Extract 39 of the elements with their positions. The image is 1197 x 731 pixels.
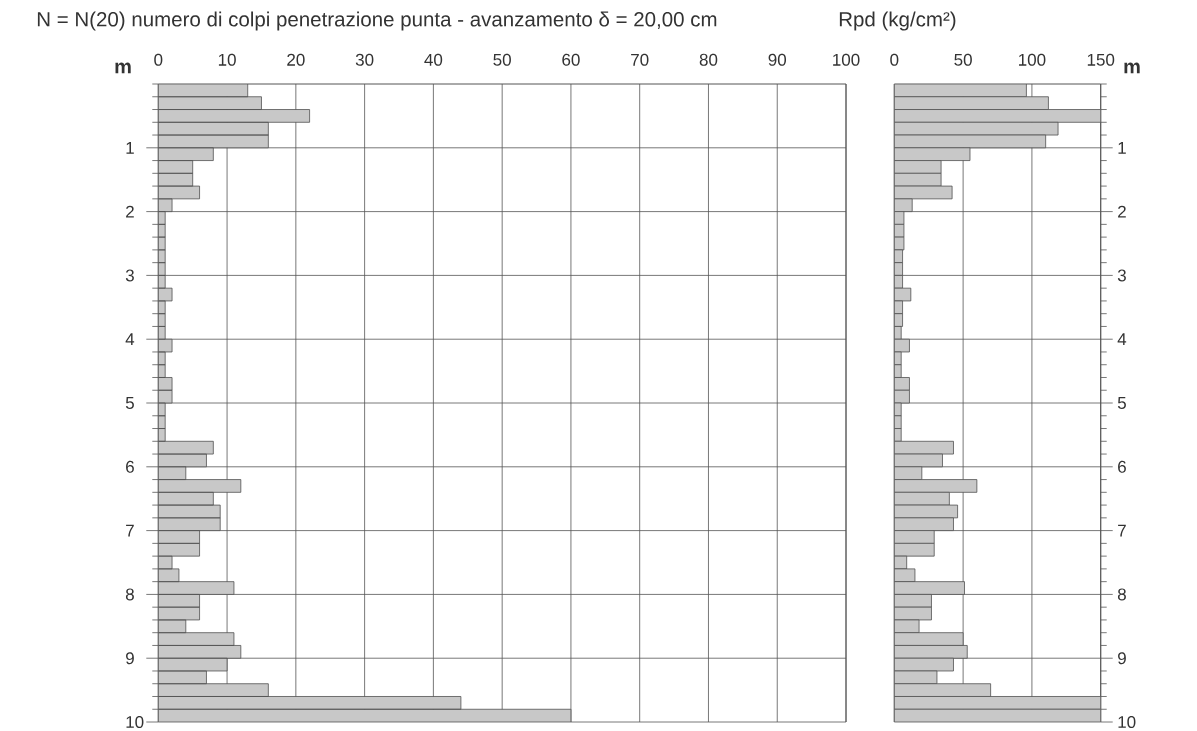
chart-title: N = N(20) numero di colpi penetrazione punta - avanzamento δ = 20,00 cm	[37, 11, 717, 31]
y-tick-label: 4	[1117, 333, 1127, 346]
y-tick-label: 10	[1118, 715, 1136, 729]
x-tick-label: 40	[424, 53, 443, 66]
y-axis-title: m	[1124, 62, 1140, 74]
y-tick-label: 2	[126, 205, 134, 218]
y-tick-label: 8	[125, 588, 134, 601]
y-tick-label: 9	[1118, 652, 1126, 665]
y-tick-label: 5	[1117, 397, 1126, 409]
x-tick-label: 0	[890, 53, 899, 66]
y-tick-label: 6	[1118, 460, 1126, 473]
y-tick-label: 10	[126, 715, 144, 729]
y-tick-label: 4	[125, 333, 135, 346]
x-tick-label: 80	[699, 53, 718, 66]
x-tick-label: 50	[954, 53, 972, 66]
x-tick-label: 100	[833, 53, 860, 66]
y-tick-label: 3	[1117, 269, 1126, 282]
y-tick-label: 7	[1118, 524, 1126, 537]
y-tick-label: 9	[126, 652, 134, 665]
y-tick-label: 7	[126, 524, 134, 537]
y-tick-label: 2	[1118, 205, 1126, 218]
y-tick-label: 5	[125, 397, 134, 409]
x-tick-label: 60	[562, 53, 580, 66]
x-tick-label: 0	[154, 53, 163, 66]
x-tick-label: 100	[1019, 53, 1046, 66]
x-tick-label: 50	[493, 53, 511, 66]
y-tick-label: 6	[126, 460, 134, 473]
y-tick-label: 1	[1118, 141, 1126, 154]
x-tick-label: 150	[1087, 53, 1115, 66]
x-tick-label: 90	[768, 53, 787, 66]
x-tick-label: 70	[631, 53, 649, 66]
x-tick-label: 30	[355, 53, 374, 66]
y-axis-title: m	[115, 62, 131, 74]
y-tick-label: 8	[1117, 588, 1126, 601]
y-tick-label: 1	[126, 141, 134, 154]
y-tick-label: 3	[125, 269, 134, 282]
chart-title: Rpd (kg/cm²)	[839, 11, 956, 31]
x-tick-label: 10	[218, 53, 236, 66]
x-tick-label: 20	[287, 53, 305, 66]
